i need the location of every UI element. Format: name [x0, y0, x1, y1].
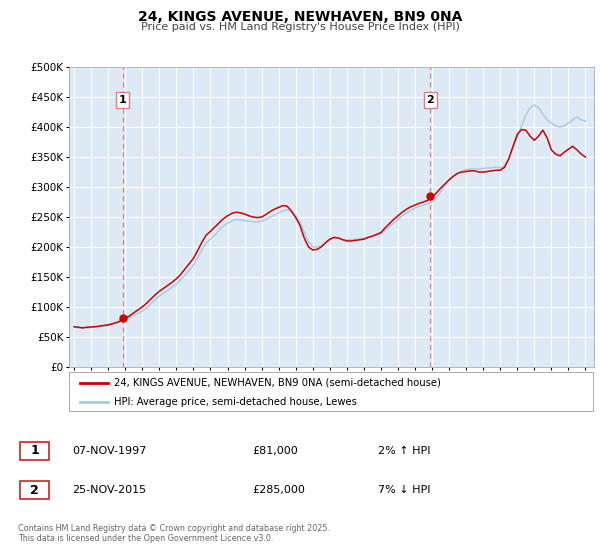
Text: 24, KINGS AVENUE, NEWHAVEN, BN9 0NA (semi-detached house): 24, KINGS AVENUE, NEWHAVEN, BN9 0NA (sem…	[113, 377, 440, 388]
Text: Contains HM Land Registry data © Crown copyright and database right 2025.
This d: Contains HM Land Registry data © Crown c…	[18, 524, 330, 543]
Text: 7% ↓ HPI: 7% ↓ HPI	[378, 485, 431, 495]
FancyBboxPatch shape	[20, 481, 49, 499]
Text: 2% ↑ HPI: 2% ↑ HPI	[378, 446, 431, 456]
Text: Price paid vs. HM Land Registry's House Price Index (HPI): Price paid vs. HM Land Registry's House …	[140, 22, 460, 32]
Text: HPI: Average price, semi-detached house, Lewes: HPI: Average price, semi-detached house,…	[113, 396, 356, 407]
FancyBboxPatch shape	[69, 372, 593, 411]
Text: 25-NOV-2015: 25-NOV-2015	[72, 485, 146, 495]
Text: 2: 2	[427, 95, 434, 105]
Text: 1: 1	[30, 444, 39, 458]
FancyBboxPatch shape	[20, 442, 49, 460]
Text: 2: 2	[30, 483, 39, 497]
Text: £81,000: £81,000	[252, 446, 298, 456]
Text: £285,000: £285,000	[252, 485, 305, 495]
Text: 07-NOV-1997: 07-NOV-1997	[72, 446, 146, 456]
Text: 1: 1	[119, 95, 127, 105]
Text: 24, KINGS AVENUE, NEWHAVEN, BN9 0NA: 24, KINGS AVENUE, NEWHAVEN, BN9 0NA	[138, 10, 462, 24]
